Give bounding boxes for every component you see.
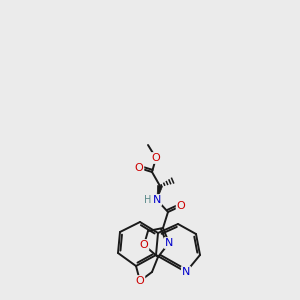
Text: H: H <box>144 195 152 205</box>
Text: O: O <box>135 163 143 173</box>
Polygon shape <box>157 185 162 200</box>
Text: O: O <box>136 276 144 286</box>
Text: N: N <box>182 267 190 277</box>
Text: O: O <box>140 240 148 250</box>
Text: N: N <box>165 238 173 248</box>
Text: O: O <box>177 201 185 211</box>
Text: N: N <box>153 195 161 205</box>
Text: O: O <box>152 153 160 163</box>
